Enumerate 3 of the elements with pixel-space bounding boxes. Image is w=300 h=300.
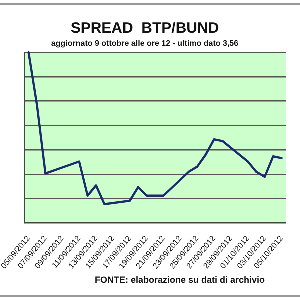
source-note: FONTE: elaborazione su dati di archivio — [94, 275, 266, 285]
chart-title: SPREAD BTP/BUND — [70, 20, 220, 38]
chart-subtitle: aggiornato 9 ottobre alle ore 12 - ultimo dato 3,56 — [51, 39, 240, 48]
